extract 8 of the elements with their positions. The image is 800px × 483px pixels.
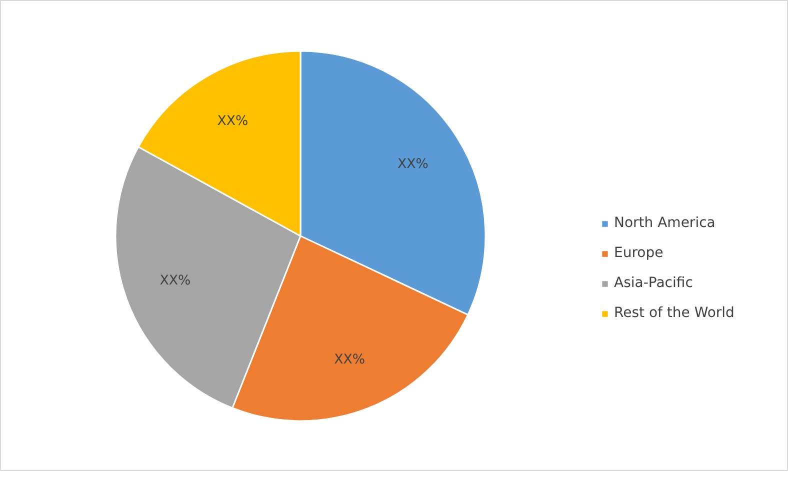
legend-label: Rest of the World [614,305,734,321]
data-label: XX% [217,114,248,129]
data-label: XX% [334,352,366,368]
data-label: XX% [398,157,428,172]
legend-label: Asia-Pacific [614,275,693,291]
data-label: XX% [160,274,191,289]
legend-label: North America [614,215,716,231]
legend-label: Europe [614,245,664,261]
